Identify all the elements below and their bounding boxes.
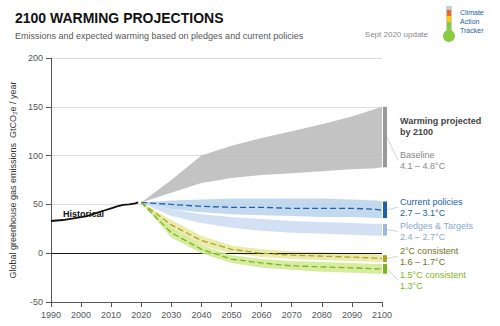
svg-text:150: 150 <box>28 102 43 112</box>
svg-text:Climate: Climate <box>460 9 484 16</box>
svg-text:Current policies: Current policies <box>400 197 463 207</box>
svg-text:2100: 2100 <box>372 310 392 320</box>
svg-text:50: 50 <box>33 199 43 209</box>
svg-text:by 2100: by 2100 <box>400 127 433 137</box>
svg-text:Action: Action <box>460 18 480 25</box>
svg-text:100: 100 <box>28 151 43 161</box>
svg-text:Tracker: Tracker <box>460 27 484 34</box>
svg-text:2070: 2070 <box>282 310 302 320</box>
svg-text:2000: 2000 <box>71 310 91 320</box>
svg-text:1.3°C: 1.3°C <box>400 281 423 291</box>
svg-text:Pledges & Targets: Pledges & Targets <box>400 221 473 231</box>
svg-text:200: 200 <box>28 53 43 63</box>
svg-text:2090: 2090 <box>342 310 362 320</box>
svg-text:Baseline: Baseline <box>400 150 435 160</box>
svg-text:0: 0 <box>38 248 43 258</box>
svg-text:2040: 2040 <box>191 310 211 320</box>
svg-text:Sept 2020 update: Sept 2020 update <box>365 30 429 39</box>
svg-text:4.1 – 4.8°C: 4.1 – 4.8°C <box>400 161 446 171</box>
svg-text:Warming projected: Warming projected <box>400 116 481 126</box>
svg-text:2030: 2030 <box>161 310 181 320</box>
svg-text:1.5°C consistent: 1.5°C consistent <box>400 270 466 280</box>
svg-text:1990: 1990 <box>41 310 61 320</box>
svg-text:2080: 2080 <box>312 310 332 320</box>
svg-text:2060: 2060 <box>252 310 272 320</box>
svg-text:Global greenhouse gas emission: Global greenhouse gas emissions GtCO₂e /… <box>8 81 18 278</box>
svg-text:Historical: Historical <box>63 209 104 219</box>
svg-text:2100 WARMING PROJECTIONS: 2100 WARMING PROJECTIONS <box>15 10 224 26</box>
svg-text:1.6 – 1.7°C: 1.6 – 1.7°C <box>400 257 446 267</box>
svg-text:Emissions and expected warming: Emissions and expected warming based on … <box>15 31 304 41</box>
svg-text:2°C consistent: 2°C consistent <box>400 246 459 256</box>
svg-text:2.7 – 3.1°C: 2.7 – 3.1°C <box>400 208 446 218</box>
svg-text:2.4 – 2.7°C: 2.4 – 2.7°C <box>400 232 446 242</box>
svg-text:2010: 2010 <box>101 310 121 320</box>
svg-text:2020: 2020 <box>131 310 151 320</box>
svg-text:-50: -50 <box>30 297 43 307</box>
svg-text:2050: 2050 <box>221 310 241 320</box>
